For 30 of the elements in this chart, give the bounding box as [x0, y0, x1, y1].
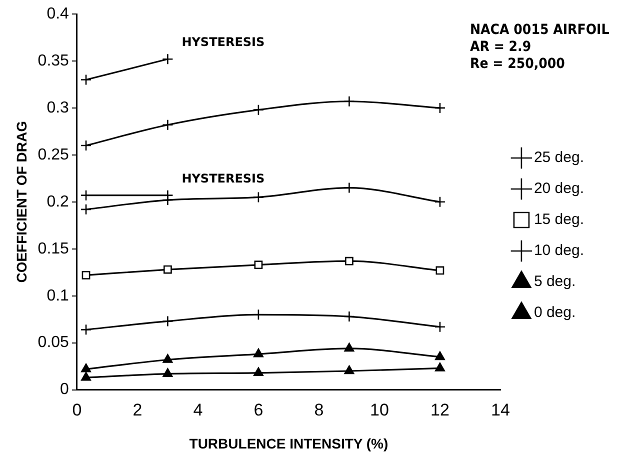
y-tick-label: 0.25: [38, 146, 70, 164]
y-tick-label: 0.35: [38, 52, 70, 70]
y-tick-label: 0.05: [38, 334, 70, 352]
x-tick-label: 12: [430, 400, 450, 420]
x-tick-label: 0: [72, 400, 82, 420]
y-tick-label: 0.1: [46, 287, 70, 304]
legend-label: 25 deg.: [534, 149, 584, 166]
annotation: HYSTERESIS: [182, 35, 265, 50]
x-tick-label: 2: [132, 400, 142, 420]
y-tick-label: 0.4: [46, 5, 70, 22]
legend-label: 10 deg.: [534, 242, 584, 260]
legend-label: 20 deg.: [534, 180, 584, 198]
y-tick-label: 0: [60, 381, 70, 398]
x-tick-label: 10: [370, 400, 389, 420]
x-tick-label: 14: [490, 400, 510, 420]
legend-label: 5 deg.: [534, 273, 576, 290]
annotation: AR = 2.9: [470, 39, 532, 56]
annotation: HYSTERESIS: [182, 171, 265, 186]
y-tick-label: 0.3: [46, 99, 70, 116]
annotation: Re = 250,000: [470, 56, 566, 73]
legend-label: 0 deg.: [534, 304, 576, 322]
y-tick-label: 0.15: [38, 240, 70, 258]
x-tick-label: 4: [193, 400, 203, 420]
annotation: NACA 0015 AIRFOIL: [470, 22, 610, 39]
y-tick-label: 0.2: [46, 193, 70, 210]
x-axis-title: TURBULENCE INTENSITY (%): [189, 435, 388, 452]
legend-label: 15 deg.: [534, 211, 584, 228]
y-axis-title: COEFFICIENT OF DRAG: [13, 120, 30, 283]
x-tick-label: 8: [314, 400, 324, 420]
x-tick-label: 6: [254, 400, 264, 420]
